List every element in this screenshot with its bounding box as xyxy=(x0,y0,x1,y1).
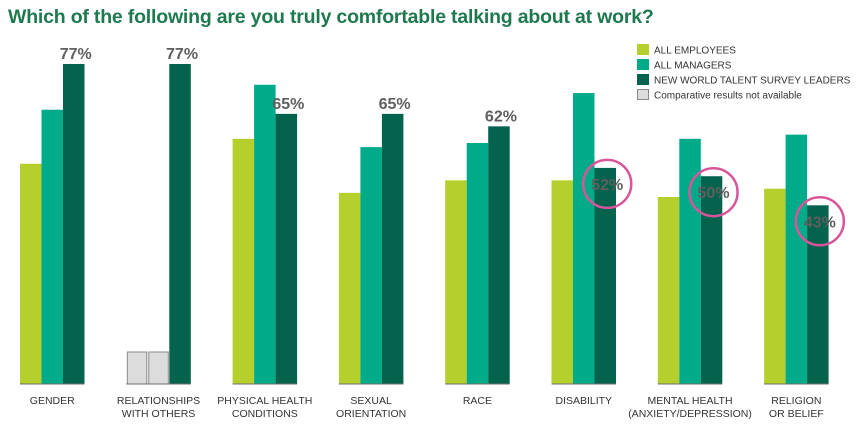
not-available-bar xyxy=(148,351,169,385)
bar-all-employees-2 xyxy=(232,138,255,384)
bar-all-employees-5 xyxy=(551,180,573,384)
bar-new-world-talent-survey-leaders-0 xyxy=(63,64,85,384)
data-label: 50% xyxy=(698,185,730,202)
bar-all-employees-7 xyxy=(764,188,786,384)
legend-entry: ALL EMPLOYEES xyxy=(654,46,736,57)
category-label: GENDER xyxy=(30,395,75,407)
data-label: 43% xyxy=(804,214,836,231)
bar-all-managers-6 xyxy=(679,138,701,384)
bar-all-employees-3 xyxy=(338,192,361,384)
highlight-layer xyxy=(582,158,846,247)
data-label: 65% xyxy=(272,96,304,113)
legend-entry: ALL MANAGERS xyxy=(654,61,732,72)
bar-all-employees-0 xyxy=(20,163,42,384)
category-label: (ANXIETY/DEPRESSION) xyxy=(628,408,752,420)
category-label: WITH OTHERS xyxy=(122,408,196,420)
bar-new-world-talent-survey-leaders-3 xyxy=(381,113,404,385)
bar-all-managers-5 xyxy=(573,93,595,384)
legend-swatch-not-available xyxy=(637,89,649,100)
legend-swatch xyxy=(637,59,649,70)
category-label: CONDITIONS xyxy=(232,408,298,420)
bar-new-world-talent-survey-leaders-5 xyxy=(594,167,616,384)
highlight-circle xyxy=(688,166,739,218)
legend-swatch xyxy=(637,74,649,85)
data-label: 77% xyxy=(60,46,92,63)
legend-swatch xyxy=(637,44,649,55)
bar-new-world-talent-survey-leaders-6 xyxy=(700,176,723,384)
bar-new-world-talent-survey-leaders-1 xyxy=(169,64,191,384)
legend: ALL EMPLOYEES ALL MANAGERS NEW WORLD TALEN… xyxy=(637,44,851,102)
bar-all-managers-3 xyxy=(360,147,382,384)
bar-all-managers-0 xyxy=(41,109,63,384)
data-label: 52% xyxy=(591,177,623,194)
category-label: OR BELIEF xyxy=(769,408,824,420)
category-label: RACE xyxy=(463,395,492,407)
highlight-circle xyxy=(582,158,633,210)
not-available-bar xyxy=(126,351,148,385)
bar-all-managers-4 xyxy=(466,142,489,384)
category-label: DISABILITY xyxy=(555,395,612,407)
data-label: 62% xyxy=(485,108,517,125)
bar-new-world-talent-survey-leaders-7 xyxy=(807,205,829,384)
bar-new-world-talent-survey-leaders-2 xyxy=(275,113,298,385)
legend-entry: NEW WORLD TALENT SURVEY LEADERS xyxy=(654,76,851,87)
bar-new-world-talent-survey-leaders-4 xyxy=(488,126,510,385)
highlight-circle xyxy=(794,196,846,247)
bars-layer xyxy=(20,64,829,385)
legend-entry-not-available: Comparative results not available xyxy=(654,91,802,102)
bar-all-employees-4 xyxy=(445,180,467,384)
bar-all-managers-2 xyxy=(254,84,276,384)
chart-title: Which of the following are you truly com… xyxy=(8,6,654,28)
category-label: RELIGION xyxy=(771,395,821,407)
category-label: SEXUAL xyxy=(350,395,392,407)
category-label: ORIENTATION xyxy=(336,408,406,420)
category-label: PHYSICAL HEALTH xyxy=(217,395,312,407)
bar-all-employees-6 xyxy=(657,196,680,384)
data-label: 77% xyxy=(166,46,198,63)
bar-all-managers-7 xyxy=(785,134,808,384)
category-label: RELATIONSHIPS xyxy=(117,395,200,407)
data-label: 65% xyxy=(379,96,411,113)
category-label: MENTAL HEALTH xyxy=(648,395,733,407)
